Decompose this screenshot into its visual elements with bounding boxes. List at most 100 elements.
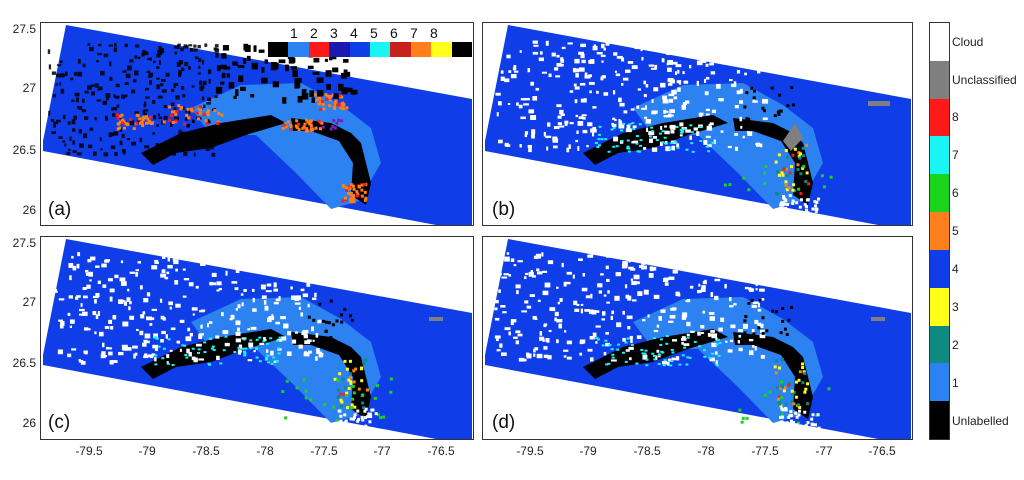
speckle	[161, 89, 167, 93]
cloud-speckle	[201, 255, 204, 258]
dark-cluster	[743, 105, 747, 109]
cloud-speckle	[671, 89, 677, 95]
dark-cluster	[775, 310, 779, 314]
cloud-speckle	[526, 352, 530, 358]
orange-patch	[173, 110, 177, 114]
dark-cluster	[340, 313, 344, 317]
cloud-speckle	[646, 127, 649, 132]
unlabelled-arm	[583, 329, 728, 379]
cloud-speckle	[654, 64, 658, 70]
cloud-speckle	[277, 348, 282, 351]
cloud-speckle	[542, 290, 549, 296]
speckle	[89, 46, 94, 52]
dark-cluster	[242, 58, 247, 64]
dark-cluster	[324, 58, 329, 62]
cloud-speckle	[122, 300, 126, 303]
speckle	[58, 136, 63, 139]
orange-patch	[322, 107, 326, 111]
cloud-speckle	[575, 139, 579, 143]
orange-patch	[170, 110, 174, 114]
unlabelled-east	[291, 332, 371, 419]
speckle	[121, 149, 126, 153]
cloud-speckle	[660, 125, 663, 130]
cloud-speckle	[89, 279, 92, 282]
cyan-patch	[690, 131, 694, 134]
speckle	[180, 131, 185, 136]
dark-cluster	[261, 67, 265, 73]
cloud-speckle	[803, 410, 807, 414]
cloud-speckle	[496, 255, 501, 260]
cloud-speckle	[707, 332, 711, 337]
colorbar-label: 3	[952, 300, 959, 314]
cloud-speckle	[538, 57, 544, 62]
dark-cluster	[238, 75, 244, 82]
orange-patch	[169, 114, 173, 118]
cloud-speckle	[170, 327, 176, 331]
dark-cluster	[264, 59, 269, 64]
orange-patch	[297, 122, 301, 126]
cyan-patch	[628, 123, 632, 126]
dark-cluster	[329, 55, 333, 61]
cloud-speckle	[497, 101, 502, 106]
green-patch	[295, 386, 299, 390]
cloud-speckle	[622, 261, 628, 266]
speckle	[145, 96, 150, 99]
cloud-speckle	[494, 317, 500, 321]
cloud-speckle	[792, 420, 796, 424]
speckle	[180, 144, 184, 149]
cloud-speckle	[78, 313, 85, 316]
cyan-patch	[241, 347, 245, 350]
cloud-speckle	[140, 314, 145, 319]
green-patch	[747, 188, 751, 192]
cyan-patch	[154, 354, 158, 357]
dark-cluster	[743, 331, 747, 335]
cloud-speckle	[642, 265, 647, 270]
speckle	[178, 72, 182, 78]
dark-cluster	[288, 59, 295, 64]
cloud-speckle	[216, 355, 220, 360]
cloud-speckle	[573, 83, 577, 87]
inset-number: 2	[310, 25, 318, 41]
cloud-speckle	[71, 348, 77, 351]
cyan-patch	[718, 342, 722, 345]
mixed-patch	[341, 377, 345, 381]
cloud-speckle	[580, 308, 584, 314]
dark-cluster	[221, 53, 227, 59]
speckle	[188, 44, 193, 47]
speckle	[77, 59, 81, 64]
orange-patch	[198, 105, 202, 109]
cloud-speckle	[135, 269, 140, 272]
mixed-patch	[797, 378, 801, 382]
cloud-speckle	[547, 122, 551, 127]
cloud-speckle	[566, 340, 572, 345]
orange-patch	[180, 106, 184, 110]
cloud-speckle	[622, 39, 627, 45]
cloud-speckle	[126, 297, 131, 302]
green-patch	[728, 183, 732, 187]
orange-patch	[302, 125, 306, 129]
cloud-speckle	[700, 324, 705, 329]
cloud-speckle	[161, 269, 166, 274]
cloud-speckle	[649, 138, 653, 143]
cloud-speckle	[494, 335, 501, 339]
cyan-patch	[670, 348, 674, 351]
cloud-speckle	[627, 41, 633, 45]
speckle	[134, 111, 139, 115]
dark-cluster	[783, 327, 787, 331]
cloud-speckle	[679, 134, 683, 137]
green-patch	[351, 397, 355, 401]
speckle	[87, 144, 93, 149]
cloud-speckle	[817, 197, 821, 201]
cloud-speckle	[356, 419, 360, 423]
cloud-speckle	[742, 323, 748, 329]
cloud-speckle	[557, 301, 561, 305]
cloud-speckle	[591, 132, 595, 137]
speckle	[126, 138, 130, 141]
cloud-speckle	[664, 125, 667, 128]
cloud-speckle	[814, 209, 818, 213]
cloud-speckle	[150, 354, 153, 359]
cloud-speckle	[593, 44, 596, 49]
cloud-speckle	[590, 357, 594, 362]
cloud-speckle	[587, 254, 594, 258]
cloud-speckle	[556, 318, 563, 323]
